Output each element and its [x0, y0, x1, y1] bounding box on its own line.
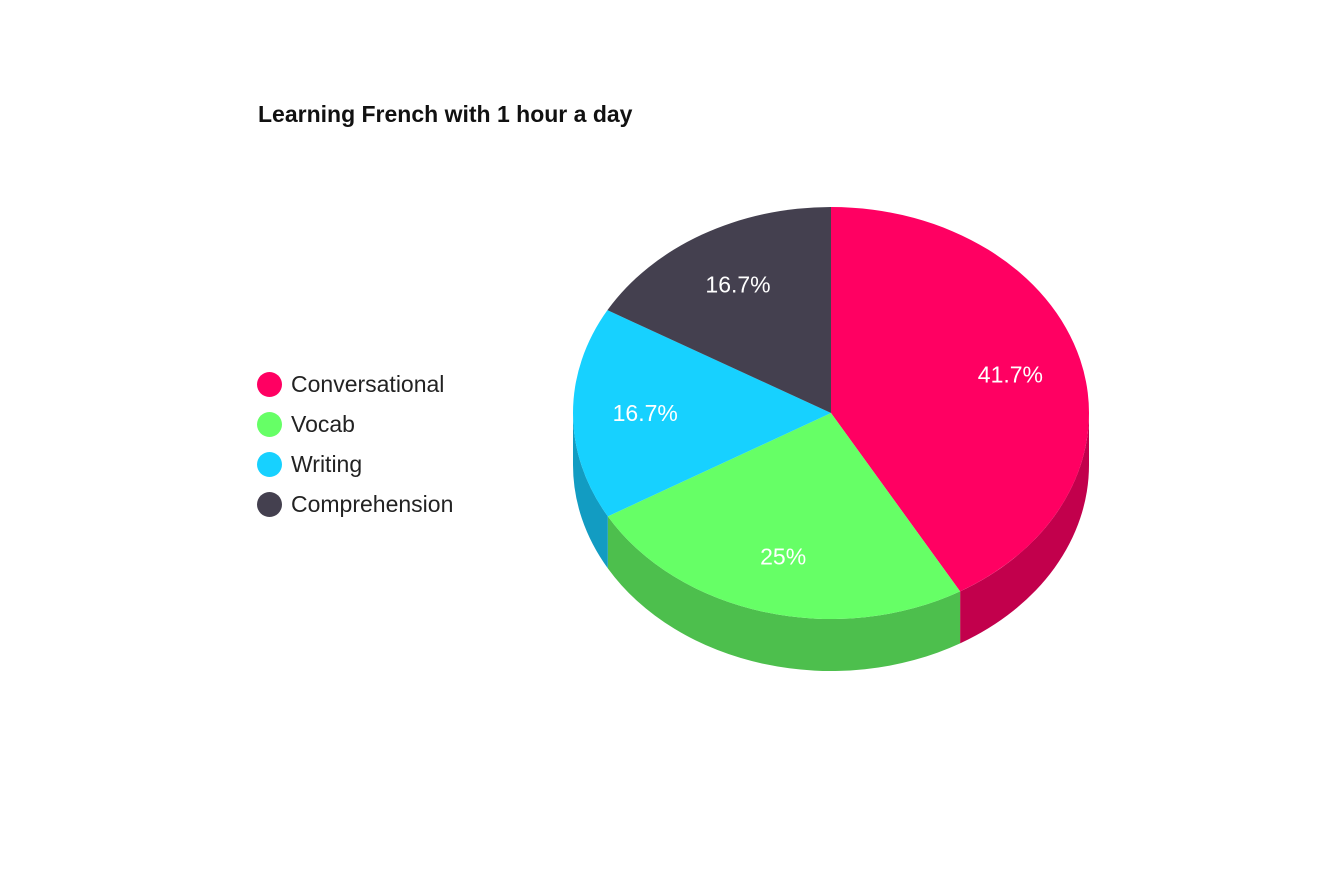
pie-tops — [573, 207, 1090, 620]
pie-slice-comprehension[interactable] — [607, 207, 831, 413]
slice-label-vocab: 25% — [760, 543, 806, 569]
slice-label-conversational: 41.7% — [978, 362, 1043, 388]
legend-label-conversational: Conversational — [291, 370, 445, 397]
legend-swatch-comprehension — [257, 491, 282, 517]
chart-title: Learning French with 1 hour a day — [258, 101, 633, 127]
legend-swatch-conversational — [257, 371, 282, 397]
legend-swatch-writing — [257, 451, 282, 477]
pie-side-conversational — [960, 413, 1089, 644]
pie-sides — [573, 413, 1089, 672]
legend-item-writing[interactable]: Writing — [257, 444, 453, 484]
legend-label-comprehension: Comprehension — [291, 490, 454, 517]
legend-swatch-vocab — [257, 411, 282, 437]
pie-slice-writing[interactable] — [573, 310, 831, 517]
pie-side-vocab — [607, 516, 961, 672]
legend-item-conversational[interactable]: Conversational — [257, 364, 453, 404]
pie-slice-conversational[interactable] — [831, 207, 1090, 592]
slice-label-comprehension: 16.7% — [705, 272, 770, 298]
pie-side-writing — [573, 413, 608, 569]
legend-item-comprehension[interactable]: Comprehension — [257, 484, 453, 524]
pie-labels: 41.7% 25% 16.7% 16.7% — [613, 272, 1043, 570]
legend: Conversational Vocab Writing Comprehensi… — [257, 364, 453, 524]
pie-slice-vocab[interactable] — [607, 413, 961, 620]
slice-label-writing: 16.7% — [613, 400, 678, 426]
legend-label-writing: Writing — [291, 450, 363, 477]
legend-item-vocab[interactable]: Vocab — [257, 404, 453, 444]
legend-label-vocab: Vocab — [291, 410, 355, 437]
